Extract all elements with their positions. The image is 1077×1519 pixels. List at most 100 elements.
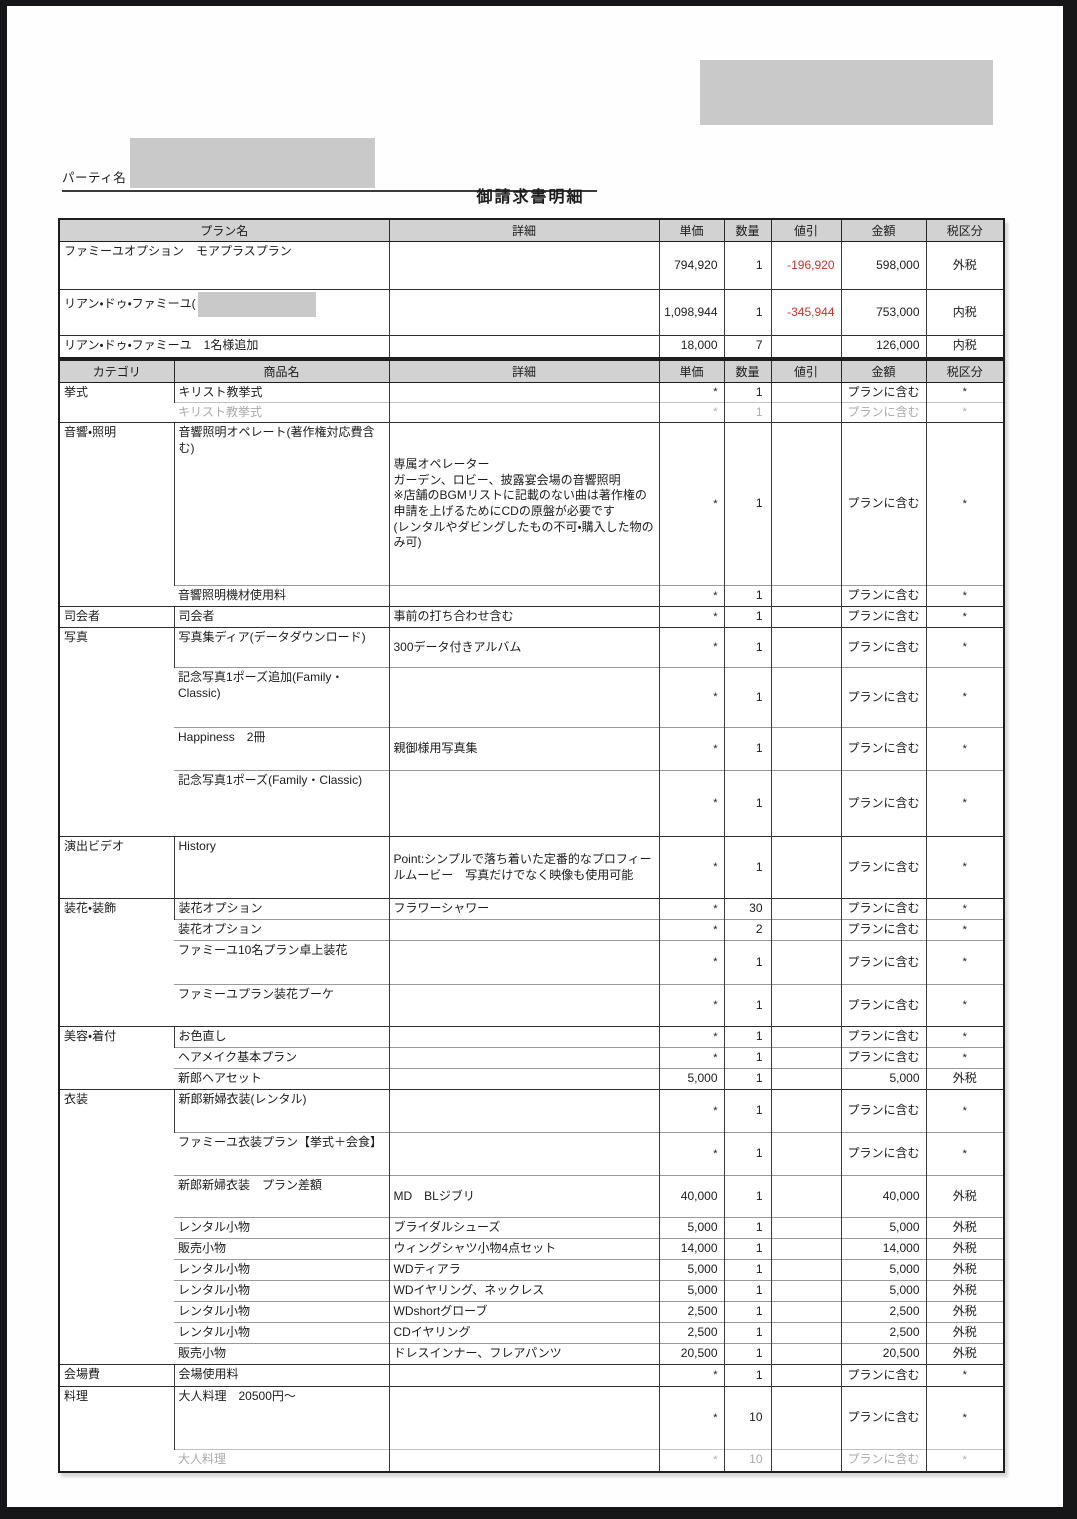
amount-cell: プランに含む bbox=[840, 627, 926, 668]
item-table-header: カテゴリ 商品名 詳細 単価 数量 値引 金額 税区分 bbox=[59, 360, 1004, 383]
item-name-cell: History bbox=[173, 836, 389, 899]
detail-cell: WDshortグローブ bbox=[388, 1301, 659, 1323]
plan-name-cell: ファミーユオプション モアプラスプラン bbox=[64, 244, 292, 258]
detail-cell bbox=[388, 241, 659, 290]
item-row: ファミーユ10名プラン卓上装花 * 1 プランに含む * bbox=[59, 940, 1004, 985]
detail-cell bbox=[388, 984, 659, 1027]
plan-table-header: プラン名 詳細 単価 数量 値引 金額 税区分 bbox=[59, 219, 1004, 242]
item-name-cell: 写真集ディア(データダウンロード) bbox=[173, 627, 389, 668]
unit-price-cell: 14,000 bbox=[658, 1238, 724, 1260]
tax-type-cell: 内税 bbox=[925, 335, 1004, 358]
qty-cell: 1 bbox=[723, 1217, 771, 1239]
item-row: 会場費 会場使用料 * 1 プランに含む * bbox=[59, 1364, 1004, 1387]
category-cell: 会場費 bbox=[59, 1364, 174, 1387]
item-name-cell: レンタル小物 bbox=[174, 1301, 389, 1323]
discount-cell bbox=[770, 898, 841, 920]
column-header: 値引 bbox=[770, 360, 841, 383]
item-row: 衣装 新郎新婦衣装(レンタル) * 1 プランに含む * bbox=[59, 1089, 1004, 1365]
discount-cell bbox=[770, 1068, 841, 1090]
item-name-cell: レンタル小物 bbox=[174, 1280, 389, 1302]
tax-type-cell: * bbox=[925, 402, 1004, 423]
unit-price-cell: * bbox=[658, 984, 724, 1027]
item-row: 挙式 キリスト教挙式 * 1 プランに含む * bbox=[59, 382, 1004, 403]
item-row: 販売小物 ドレスインナー、フレアパンツ 20,500 1 20,500 外税 bbox=[59, 1343, 1004, 1365]
qty-cell: 1 bbox=[723, 1132, 771, 1176]
unit-price-cell: 5,000 bbox=[658, 1259, 724, 1281]
item-name-cell: 記念写真1ポーズ追加(Family・Classic) bbox=[174, 667, 389, 728]
item-name-cell: 大人料理 bbox=[174, 1449, 389, 1472]
unit-price-cell: * bbox=[658, 627, 724, 668]
discount-cell bbox=[770, 1364, 841, 1387]
item-row: Happiness 2冊 親御様用写真集 * 1 プランに含む * bbox=[59, 727, 1004, 771]
amount-cell: 14,000 bbox=[840, 1238, 926, 1260]
discount-cell bbox=[770, 919, 841, 941]
discount-cell bbox=[770, 667, 841, 728]
detail-cell: フラワーシャワー bbox=[388, 898, 659, 920]
discount-cell bbox=[770, 727, 841, 771]
detail-cell: MD BLジブリ bbox=[388, 1175, 659, 1218]
category-cell: 音響・照明 bbox=[59, 422, 174, 607]
detail-cell bbox=[388, 1026, 659, 1048]
tax-type-cell: 外税 bbox=[925, 1301, 1004, 1323]
amount-cell: プランに含む bbox=[840, 1449, 926, 1472]
amount-cell: 20,500 bbox=[840, 1343, 926, 1365]
column-header: 税区分 bbox=[925, 360, 1004, 383]
item-name-cell: お色直し bbox=[173, 1026, 389, 1048]
unit-price-cell: * bbox=[658, 1026, 724, 1048]
qty-cell: 1 bbox=[723, 667, 771, 728]
item-name-cell: 装花オプション bbox=[173, 898, 389, 920]
unit-price-cell: 794,920 bbox=[658, 241, 724, 290]
amount-cell: プランに含む bbox=[840, 836, 926, 899]
item-row: レンタル小物 WDティアラ 5,000 1 5,000 外税 bbox=[59, 1259, 1004, 1281]
unit-price-cell: 5,000 bbox=[658, 1217, 724, 1239]
item-row: レンタル小物 CDイヤリング 2,500 1 2,500 外税 bbox=[59, 1322, 1004, 1344]
tax-type-cell: * bbox=[925, 727, 1004, 771]
item-row: 装花・装飾 装花オプション フラワーシャワー * 30 プランに含む * bbox=[59, 898, 1004, 1027]
tax-type-cell: * bbox=[925, 1047, 1004, 1069]
item-row: 美容・着付 お色直し * 1 プランに含む * bbox=[59, 1026, 1004, 1090]
qty-cell: 1 bbox=[723, 402, 771, 423]
qty-cell: 1 bbox=[723, 1343, 771, 1365]
qty-cell: 1 bbox=[723, 289, 771, 336]
item-name-cell: 会場使用料 bbox=[173, 1364, 389, 1387]
tax-type-cell: * bbox=[925, 1132, 1004, 1176]
qty-cell: 1 bbox=[723, 940, 771, 985]
unit-price-cell: * bbox=[658, 382, 724, 403]
detail-cell bbox=[388, 1364, 659, 1387]
unit-price-cell: * bbox=[658, 585, 724, 607]
tax-type-cell: * bbox=[925, 1449, 1004, 1472]
detail-cell bbox=[388, 770, 659, 837]
detail-cell bbox=[388, 940, 659, 985]
column-header: 数量 bbox=[723, 360, 771, 383]
party-name-label: パーティ名 bbox=[62, 171, 127, 185]
tax-type-cell: * bbox=[925, 1364, 1004, 1387]
detail-cell: WDイヤリング、ネックレス bbox=[388, 1280, 659, 1302]
item-name-cell: Happiness 2冊 bbox=[174, 727, 389, 771]
amount-cell: 2,500 bbox=[840, 1301, 926, 1323]
qty-cell: 1 bbox=[723, 627, 771, 668]
column-header: 値引 bbox=[770, 219, 841, 242]
column-header: カテゴリ bbox=[59, 360, 174, 383]
qty-cell: 1 bbox=[723, 1280, 771, 1302]
amount-cell: 5,000 bbox=[840, 1217, 926, 1239]
unit-price-cell: * bbox=[658, 1386, 724, 1450]
discount-cell bbox=[770, 1217, 841, 1239]
tax-type-cell: * bbox=[925, 1089, 1004, 1133]
amount-cell: プランに含む bbox=[840, 727, 926, 771]
amount-cell: プランに含む bbox=[840, 585, 926, 607]
detail-cell bbox=[388, 667, 659, 728]
item-row: レンタル小物 WDshortグローブ 2,500 1 2,500 外税 bbox=[59, 1301, 1004, 1323]
discount-cell bbox=[770, 1238, 841, 1260]
amount-cell: プランに含む bbox=[840, 770, 926, 837]
detail-cell bbox=[388, 289, 659, 336]
qty-cell: 1 bbox=[723, 770, 771, 837]
column-header: 数量 bbox=[723, 219, 771, 242]
category-cell: 装花・装飾 bbox=[59, 898, 174, 1027]
column-header: 商品名 bbox=[173, 360, 389, 383]
detail-cell: ドレスインナー、フレアパンツ bbox=[388, 1343, 659, 1365]
unit-price-cell: * bbox=[658, 898, 724, 920]
column-header: プラン名 bbox=[59, 219, 389, 242]
detail-cell: WDティアラ bbox=[388, 1259, 659, 1281]
unit-price-cell: * bbox=[658, 1132, 724, 1176]
qty-cell: 1 bbox=[723, 241, 771, 290]
